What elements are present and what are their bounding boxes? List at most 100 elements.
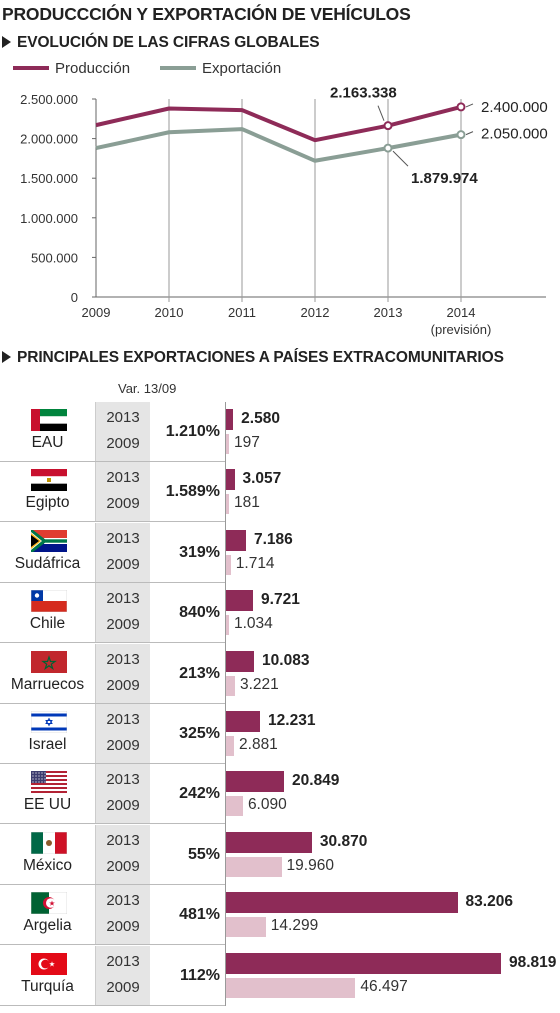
y-tick-label: 1.000.000 — [20, 211, 78, 226]
country-cell: Argelia — [0, 885, 96, 946]
data-label: 1.879.974 — [411, 170, 478, 187]
chart-title: PRODUCCCIÓN Y EXPORTACIÓN DE VEHÍCULOS — [2, 4, 411, 24]
country-name: Turquía — [21, 977, 74, 995]
country-row: Turquía 2013 2009 112% 98.819 46.497 — [0, 945, 560, 1006]
bar-2009 — [226, 977, 356, 998]
country-cell: Sudáfrica — [0, 522, 96, 583]
bar-2009 — [226, 615, 229, 636]
value-label-2009: 181 — [234, 494, 260, 512]
year-label-2009: 2009 — [106, 737, 140, 754]
turkey-flag-icon — [31, 952, 67, 975]
bar-2009 — [226, 675, 235, 696]
value-label-2009: 1.034 — [234, 615, 273, 633]
year-label-2009: 2009 — [106, 495, 140, 513]
annotation-leader — [465, 131, 474, 136]
bar-2013 — [226, 831, 312, 853]
year-cell: 2013 2009 — [96, 885, 150, 946]
y-tick-label: 500.000 — [31, 250, 78, 265]
bar-2013 — [226, 952, 501, 974]
country-cell: Egipto — [0, 462, 96, 523]
value-label-2009: 1.714 — [235, 554, 275, 572]
value-label-2013: 30.870 — [319, 832, 368, 850]
x-tick-label: 2010 — [155, 305, 184, 320]
country-name: Argelia — [23, 917, 72, 935]
country-row: México 2013 2009 55% 30.870 19.960 — [0, 824, 560, 885]
value-label-2013: 10.083 — [262, 651, 310, 669]
value-label-2009: 2.881 — [239, 736, 278, 753]
bar-2009 — [226, 796, 243, 817]
bar-2009 — [226, 434, 229, 454]
year-label-2009: 2009 — [106, 435, 140, 452]
year-label-2009: 2009 — [106, 797, 140, 815]
year-label-2009: 2009 — [106, 918, 140, 936]
annotation-leader — [465, 103, 474, 108]
year-cell: 2013 2009 — [96, 402, 150, 462]
year-label-2009: 2009 — [106, 555, 140, 573]
x-tick-sublabel: (previsión) — [431, 322, 492, 337]
uae-flag-icon — [31, 409, 67, 431]
year-label-2013: 2013 — [106, 529, 140, 547]
data-point-marker — [456, 102, 466, 112]
row-divider — [0, 581, 225, 583]
value-label-2013: 9.721 — [261, 591, 300, 609]
country-row: EAU 2013 2009 1.210% 2.580 197 — [0, 402, 560, 462]
year-label-2013: 2013 — [106, 892, 140, 910]
x-tick-label: 2014 — [447, 305, 476, 320]
bar-2009 — [226, 856, 282, 877]
country-name: Egipto — [25, 494, 70, 512]
year-label-2013: 2013 — [106, 590, 140, 608]
legend-label-0: Producción — [55, 60, 130, 77]
year-label-2009: 2009 — [106, 616, 140, 634]
row-divider — [0, 1004, 225, 1006]
annotation-leader — [392, 150, 409, 167]
year-cell: 2013 2009 — [96, 462, 150, 523]
country-name: EE UU — [23, 796, 72, 814]
country-row: EE UU 2013 2009 242% 20.849 6.090 — [0, 764, 560, 825]
data-point-marker — [456, 130, 466, 140]
section-heading-exports: PRINCIPALES EXPORTACIONES A PAÍSES EXTRA… — [2, 349, 504, 367]
algeria-flag-icon — [31, 892, 67, 915]
country-name: Chile — [29, 615, 66, 633]
data-point-marker — [383, 121, 393, 131]
bar-axis — [225, 402, 226, 1006]
variation-value: 840% — [179, 604, 220, 622]
year-label-2013: 2013 — [106, 952, 140, 970]
year-label-2013: 2013 — [106, 831, 140, 849]
country-name: Marruecos — [10, 675, 85, 693]
country-cell: EE UU — [0, 764, 96, 825]
triangle-icon — [2, 351, 11, 363]
value-label-2013: 7.186 — [253, 530, 293, 548]
year-cell: 2013 2009 — [96, 522, 150, 583]
row-divider — [0, 944, 225, 946]
row-divider — [0, 702, 225, 704]
country-cell: México — [0, 824, 96, 885]
row-divider — [0, 521, 225, 523]
value-label-2013: 12.231 — [268, 712, 316, 729]
series-line-1 — [95, 127, 462, 163]
variation-header: Var. 13/09 — [118, 381, 177, 396]
country-cell: Israel — [0, 704, 96, 764]
year-label-2013: 2013 — [106, 409, 140, 426]
annotation-leader — [377, 105, 385, 121]
variation-value: 242% — [179, 785, 220, 803]
row-divider — [0, 763, 225, 764]
y-tick-label: 1.500.000 — [20, 171, 78, 186]
value-label-2009: 46.497 — [360, 977, 408, 995]
country-row: Chile 2013 2009 840% 9.721 1.034 — [0, 583, 560, 644]
value-label-2013: 83.206 — [465, 893, 513, 911]
value-label-2013: 3.057 — [242, 470, 282, 488]
data-label: 2.400.000 — [481, 99, 548, 116]
value-label-2009: 6.090 — [247, 796, 287, 814]
value-label-2013: 20.849 — [292, 772, 340, 790]
x-tick-label: 2011 — [228, 305, 256, 320]
year-cell: 2013 2009 — [96, 704, 150, 764]
country-cell: Marruecos — [0, 643, 96, 704]
year-cell: 2013 2009 — [96, 583, 150, 644]
country-name: Sudáfrica — [14, 554, 81, 572]
bar-2009 — [226, 494, 229, 515]
year-label-2013: 2013 — [106, 469, 140, 487]
x-tick-label: 2012 — [301, 305, 330, 320]
variation-value: 1.210% — [165, 423, 220, 440]
mexico-flag-icon — [31, 831, 67, 854]
value-label-2009: 197 — [234, 434, 260, 451]
